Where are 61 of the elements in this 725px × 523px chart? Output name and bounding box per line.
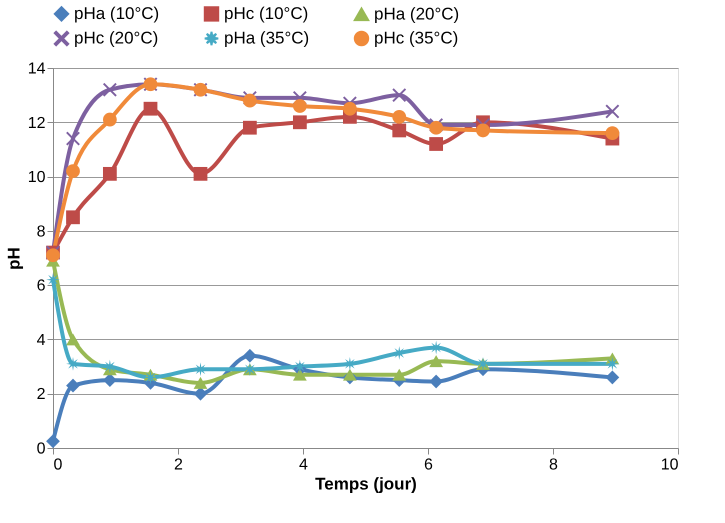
point xyxy=(292,115,307,130)
point xyxy=(605,104,620,118)
point xyxy=(66,356,80,371)
x-tick-label: 4 xyxy=(299,456,308,474)
point xyxy=(392,110,406,124)
point xyxy=(66,164,80,178)
legend-label: pHa (20°C) xyxy=(374,4,460,24)
point xyxy=(242,120,257,135)
point xyxy=(476,124,490,138)
point xyxy=(392,368,406,381)
point xyxy=(194,166,208,181)
point xyxy=(102,82,117,97)
point xyxy=(429,355,444,368)
y-tick-label: 12 xyxy=(28,114,46,132)
y-axis-title: pH xyxy=(4,247,24,270)
legend-label: pHc (35°C) xyxy=(374,28,458,48)
x-axis-title: Temps (jour) xyxy=(315,474,417,494)
point xyxy=(605,356,620,371)
y-tick-label: 0 xyxy=(36,440,46,458)
point xyxy=(605,126,620,140)
x-tick-label: 2 xyxy=(174,456,184,474)
point xyxy=(194,362,208,376)
point xyxy=(605,370,620,384)
y-tick-label: 2 xyxy=(36,386,46,404)
point xyxy=(342,102,357,116)
point xyxy=(292,368,307,381)
point xyxy=(144,102,158,116)
legend-label: pHa (10°C) xyxy=(74,4,160,23)
y-tick-label: 4 xyxy=(36,332,46,349)
point xyxy=(429,137,444,151)
point xyxy=(46,434,60,448)
legend-label: pHc (20°C) xyxy=(74,28,158,48)
y-tick-label: 6 xyxy=(36,278,46,295)
y-tick-label: 8 xyxy=(36,223,46,240)
x-tick-label: 8 xyxy=(549,456,558,474)
point xyxy=(102,112,117,126)
point xyxy=(242,348,257,363)
point xyxy=(292,99,307,113)
point xyxy=(392,124,406,138)
point xyxy=(66,333,80,346)
legend-label: pHc (10°C) xyxy=(224,4,308,23)
point xyxy=(242,94,257,108)
point xyxy=(66,378,80,392)
point xyxy=(194,386,208,401)
point xyxy=(66,132,80,146)
point xyxy=(342,368,357,381)
point xyxy=(144,370,158,384)
x-tick-label: 10 xyxy=(660,456,679,474)
x-tick-label: 6 xyxy=(424,456,434,474)
point xyxy=(102,166,117,181)
point xyxy=(392,88,406,102)
point xyxy=(429,374,444,388)
point xyxy=(102,373,117,388)
x-tick-label: 0 xyxy=(54,456,62,474)
y-tick-label: 14 xyxy=(28,60,46,78)
y-tick-label: 10 xyxy=(28,169,46,186)
point xyxy=(194,376,208,389)
point xyxy=(429,120,444,135)
point xyxy=(66,210,80,224)
point xyxy=(46,248,60,262)
legend-label: pHa (35°C) xyxy=(224,28,310,48)
